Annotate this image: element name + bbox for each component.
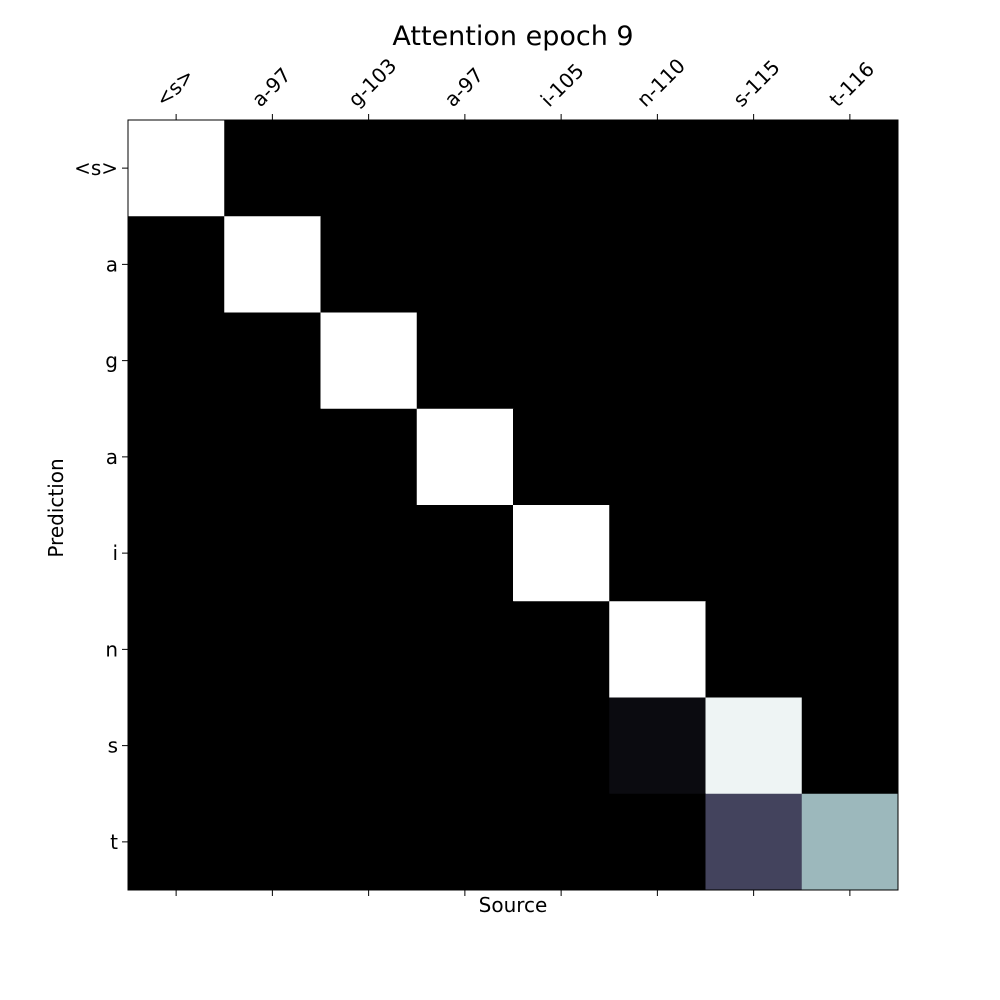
heatmap-cell [513,793,610,891]
heatmap-cell [320,216,418,313]
heatmap-cell [705,793,803,891]
heatmap-cell [128,312,225,410]
heatmap-cell [609,408,706,506]
heatmap-cell [320,408,418,506]
heatmap-cell [320,120,418,217]
heatmap-cell [801,312,899,410]
heatmap-cell [416,697,514,795]
x-tick-label: s-115 [728,55,784,111]
heatmap-cell [801,697,899,795]
heatmap-cell [416,408,514,506]
heatmap-cell [320,697,418,795]
x-tick-label: a-97 [247,63,296,112]
x-axis-label: Source [479,893,548,917]
heatmap-cell [513,312,610,410]
heatmap-cell [609,601,706,698]
heatmap-cell [609,312,706,410]
heatmap-cell [705,697,803,795]
heatmap-cell [801,216,899,313]
heatmap-cell [320,601,418,698]
heatmap-cell [128,120,225,217]
heatmap-cell [801,120,899,217]
heatmap-cell [801,793,899,891]
heatmap-cell [224,408,321,506]
heatmap-cell [513,408,610,506]
heatmap-cell [801,408,899,506]
heatmap-cell [224,697,321,795]
heatmap-cell [320,312,418,410]
heatmap-cell [224,601,321,698]
heatmap-cell [416,312,514,410]
heatmap-cell [224,505,321,602]
heatmap-cell [128,505,225,602]
y-tick-label: <s> [74,156,118,180]
chart-title: Attention epoch 9 [392,21,633,52]
heatmap-cell [609,120,706,217]
x-tick-label: g-103 [343,53,401,111]
y-tick-label: i [112,541,118,565]
heatmap-cell [416,601,514,698]
x-tick-label: n-110 [632,53,690,111]
y-tick-label: t [110,830,118,854]
heatmap-cell [224,793,321,891]
y-tick-label: s [108,734,118,758]
heatmap-cell [705,408,803,506]
x-tick-label: t-116 [824,57,879,112]
x-tick-label: i-105 [536,59,589,112]
y-tick-label: g [105,349,118,373]
heatmap-cell [705,505,803,602]
heatmap-cell [224,120,321,217]
heatmap-cell [416,120,514,217]
heatmap-cell [609,697,706,795]
heatmap-cell [513,697,610,795]
heatmap-cell [320,505,418,602]
heatmap-cell [128,408,225,506]
heatmap-cell [224,312,321,410]
heatmap-cell [609,505,706,602]
x-tick-label: <s> [151,63,199,111]
heatmap-cell [416,216,514,313]
heatmap-cell [513,505,610,602]
heatmap-cell [705,601,803,698]
heatmap-cell [609,216,706,313]
heatmap-cell [705,216,803,313]
heatmap-cell [128,601,225,698]
plot-frame [127,119,899,891]
heatmap-cell [705,312,803,410]
x-tick-label: a-97 [439,63,488,112]
y-tick-label: a [106,252,118,276]
y-axis-label: Prediction [44,458,68,557]
heatmap-cell [416,793,514,891]
heatmap-cell [513,216,610,313]
heatmap-cell [128,697,225,795]
y-tick-label: n [105,637,118,661]
heatmap-cell [416,505,514,602]
heatmap-cell [128,216,225,313]
heatmap-cell [128,793,225,891]
heatmap-cell [801,505,899,602]
heatmap-cells [128,120,899,891]
heatmap-cell [320,793,418,891]
heatmap-cell [705,120,803,217]
heatmap-cell [513,601,610,698]
heatmap-cell [801,601,899,698]
heatmap-cell [609,793,706,891]
heatmap-cell [224,216,321,313]
y-tick-label: a [106,445,118,469]
heatmap-cell [513,120,610,217]
